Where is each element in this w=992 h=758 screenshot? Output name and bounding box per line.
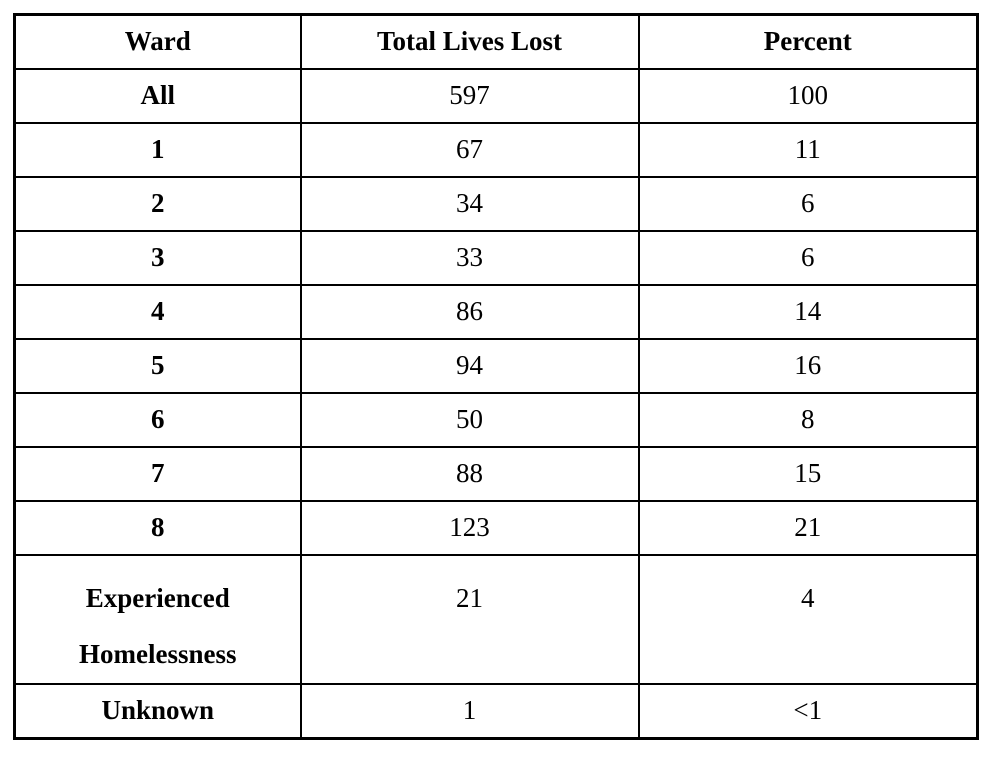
table-row-ward-6: 6 50 8 <box>13 391 979 448</box>
total-cell: 597 <box>299 67 640 124</box>
percent-cell: 16 <box>637 337 979 394</box>
table-row-ward-3: 3 33 6 <box>13 229 979 286</box>
ward-cell: 1 <box>13 121 302 178</box>
table-row-ward-2: 2 34 6 <box>13 175 979 232</box>
percent-cell: 15 <box>637 445 979 502</box>
percent-cell: <1 <box>637 682 979 740</box>
total-cell: 1 <box>299 682 640 740</box>
header-percent: Percent <box>637 13 979 70</box>
table-row-ward-7: 7 88 15 <box>13 445 979 502</box>
percent-cell: 100 <box>637 67 979 124</box>
total-cell: 21 <box>299 553 640 685</box>
percent-cell: 21 <box>637 499 979 556</box>
table-row-ward-4: 4 86 14 <box>13 283 979 340</box>
percent-cell: 6 <box>637 175 979 232</box>
ward-cell: 4 <box>13 283 302 340</box>
total-cell: 34 <box>299 175 640 232</box>
ward-cell: 3 <box>13 229 302 286</box>
table-row-all: All 597 100 <box>13 67 979 124</box>
total-cell: 86 <box>299 283 640 340</box>
percent-cell: 4 <box>637 553 979 685</box>
total-cell: 94 <box>299 337 640 394</box>
header-ward: Ward <box>13 13 302 70</box>
table-row-ward-1: 1 67 11 <box>13 121 979 178</box>
ward-cell: Unknown <box>13 682 302 740</box>
total-cell: 88 <box>299 445 640 502</box>
total-cell: 50 <box>299 391 640 448</box>
ward-cell: 2 <box>13 175 302 232</box>
ward-cell: Experienced Homelessness <box>13 553 302 685</box>
ward-cell: 6 <box>13 391 302 448</box>
percent-cell: 11 <box>637 121 979 178</box>
table-row-experienced-homelessness: Experienced Homelessness 21 4 <box>13 553 979 685</box>
lives-lost-by-ward-table: Ward Total Lives Lost Percent All 597 10… <box>13 13 979 740</box>
total-cell: 67 <box>299 121 640 178</box>
ward-cell: 5 <box>13 337 302 394</box>
percent-cell: 14 <box>637 283 979 340</box>
total-cell: 123 <box>299 499 640 556</box>
percent-cell: 8 <box>637 391 979 448</box>
table-header-row: Ward Total Lives Lost Percent <box>13 13 979 70</box>
table-row-ward-8: 8 123 21 <box>13 499 979 556</box>
ward-cell: All <box>13 67 302 124</box>
table-row-ward-5: 5 94 16 <box>13 337 979 394</box>
ward-cell: 8 <box>13 499 302 556</box>
ward-cell: 7 <box>13 445 302 502</box>
total-cell: 33 <box>299 229 640 286</box>
header-total-lives-lost: Total Lives Lost <box>299 13 640 70</box>
percent-cell: 6 <box>637 229 979 286</box>
table-row-unknown: Unknown 1 <1 <box>13 682 979 740</box>
